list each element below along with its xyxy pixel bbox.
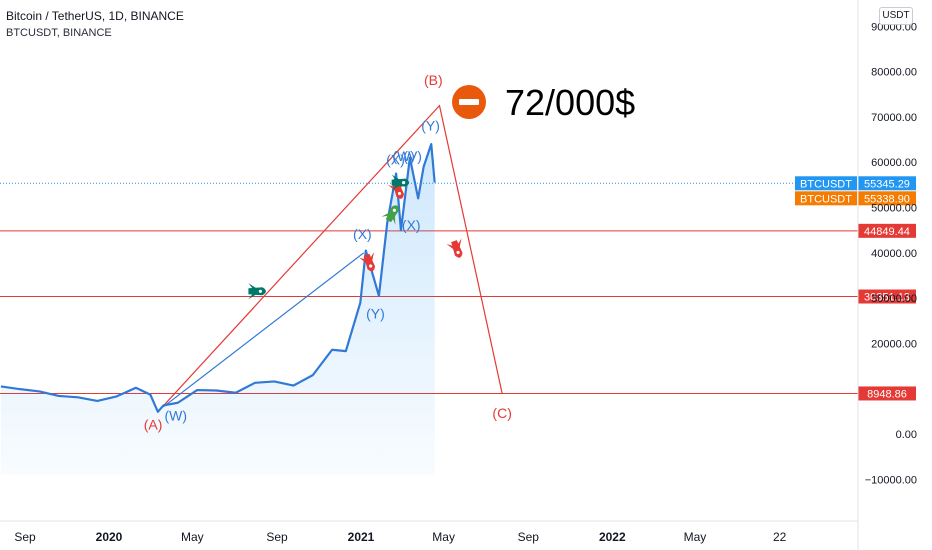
wave-label: (W) <box>392 148 415 164</box>
symbol-tag-bg-0 <box>795 176 857 191</box>
y-tick-label: 80000.00 <box>871 67 917 79</box>
y-tick-label: 40000.00 <box>871 248 917 260</box>
level-tag-bg-2 <box>858 386 916 401</box>
price-target-text: 72/000$ <box>505 82 635 123</box>
rocket-markers <box>248 174 463 300</box>
y-tick-label: 50000.00 <box>871 203 917 215</box>
price-area-fill <box>0 144 435 475</box>
level-tag-0: 44849.44 <box>864 226 910 238</box>
x-tick-label: May <box>181 530 204 544</box>
level-tag-2: 8948.86 <box>867 388 907 400</box>
rocket-marker-icon <box>446 238 463 258</box>
price-area <box>0 144 435 475</box>
trend-lines <box>157 104 503 413</box>
price-target-annotation: 72/000$ <box>452 82 635 123</box>
wave-label: (X) <box>386 151 405 167</box>
price-tag-bg-1 <box>858 191 916 206</box>
level-tag-bg-1 <box>858 289 916 304</box>
abc-projection-line <box>157 104 503 413</box>
wave-label: (A) <box>144 416 163 432</box>
price-tag-bg-0 <box>858 176 916 191</box>
symbol-line: BTCUSDT, BINANCE <box>6 27 112 39</box>
y-tick-label: 70000.00 <box>871 112 917 124</box>
price-tag-0: 55345.29 <box>864 178 910 190</box>
rocket-marker-icon <box>359 251 376 272</box>
blue-trend-line <box>163 252 365 408</box>
y-tick-label: 60000.00 <box>871 157 917 169</box>
no-entry-icon <box>452 85 486 119</box>
btc-price-line <box>0 142 436 413</box>
time-axis[interactable]: Sep 2020 May Sep 2021 May Sep 2022 May 22 <box>0 520 858 544</box>
wave-label: (X) <box>353 226 372 242</box>
x-tick-label: May <box>684 530 707 544</box>
price-series <box>0 142 436 413</box>
rocket-marker-icon <box>391 174 410 191</box>
y-tick-label: 0.00 <box>896 429 917 441</box>
currency-button[interactable]: USDT <box>879 7 913 25</box>
symbol-tag-1: BTCUSDT <box>800 193 852 205</box>
level-tag-1: 30351.13 <box>864 292 910 304</box>
x-tick-label: Sep <box>518 530 540 544</box>
rocket-marker-icon <box>248 283 266 300</box>
x-tick-label: May <box>432 530 455 544</box>
symbol-tag-0: BTCUSDT <box>800 178 852 190</box>
wave-label: (B) <box>424 72 443 88</box>
x-tick-label: Sep <box>266 530 288 544</box>
chart-title: Bitcoin / TetherUS, 1D, BINANCE <box>6 9 184 23</box>
y-tick-label: −10000.00 <box>865 474 917 486</box>
x-tick-label: 2022 <box>599 530 626 544</box>
x-tick-label: 2020 <box>96 530 123 544</box>
support-resistance-levels: 44849.44 30351.13 8948.86 <box>0 223 916 401</box>
y-tick-label: 30000.00 <box>871 293 917 305</box>
level-tag-bg-0 <box>858 223 916 238</box>
wave-label: (C) <box>492 405 511 421</box>
wave-label: (V) <box>403 148 422 164</box>
x-tick-label: 2021 <box>348 530 375 544</box>
rocket-marker-icon <box>381 205 399 225</box>
wave-label: (W) <box>165 407 188 423</box>
x-tick-label: 22 <box>773 530 787 544</box>
wave-label: (Y) <box>366 305 385 321</box>
wave-label: (Y) <box>421 117 440 133</box>
price-axis[interactable]: −10000.00 0.00 20000.00 30000.00 40000.00 500… <box>857 0 917 550</box>
price-tag-1: 55338.90 <box>864 193 910 205</box>
wave-label: (X) <box>402 217 421 233</box>
symbol-tag-bg-1 <box>795 191 857 206</box>
x-tick-label: Sep <box>14 530 36 544</box>
wave-labels: (A)(W)(B)(C)(X)(Y)(X)(Y)(X)(W)(V) <box>144 72 512 432</box>
y-tick-label: 20000.00 <box>871 338 917 350</box>
